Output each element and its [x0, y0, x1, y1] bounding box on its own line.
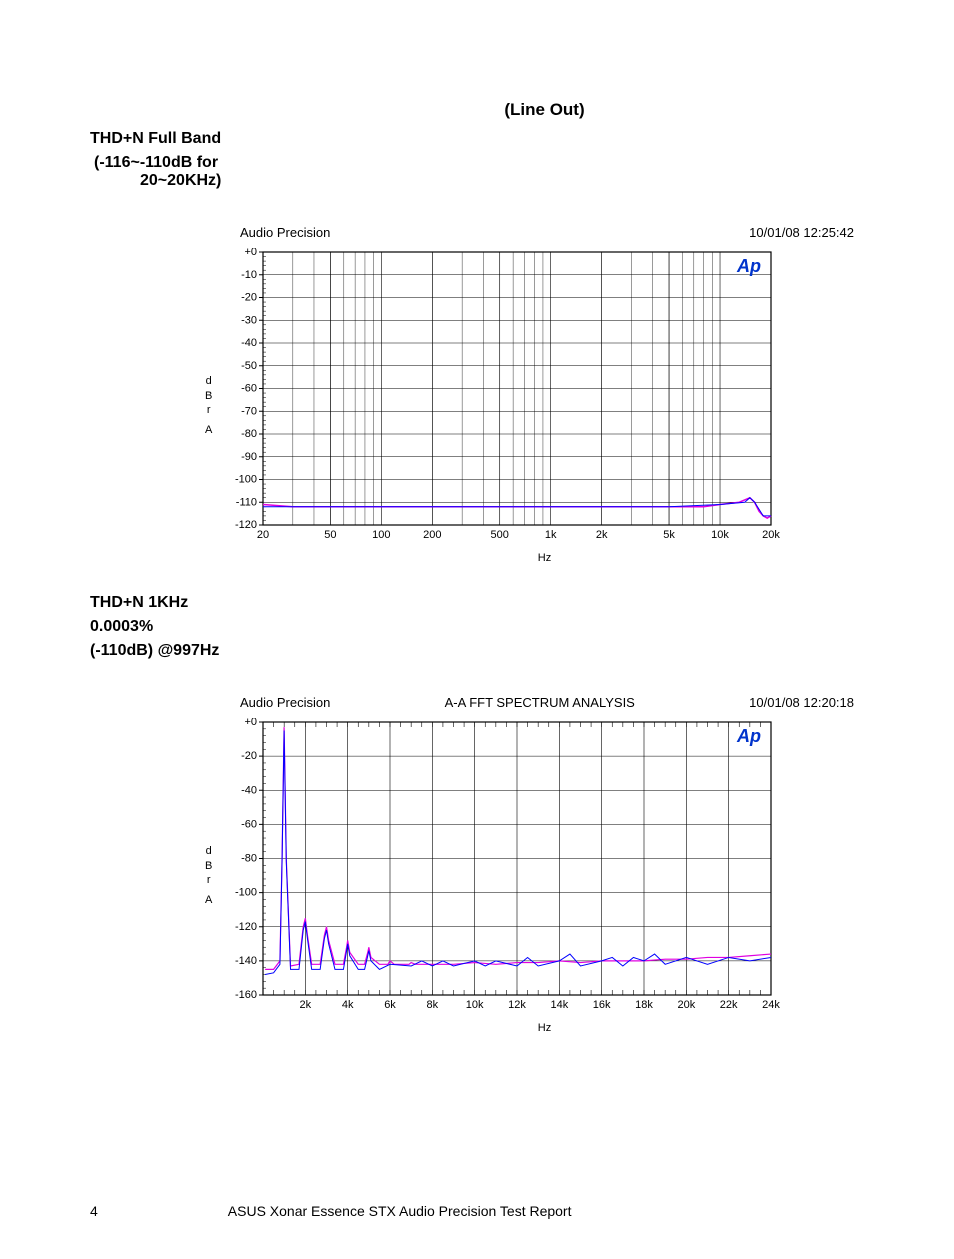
svg-text:20k: 20k [677, 999, 695, 1011]
svg-text:4k: 4k [342, 999, 354, 1011]
svg-text:20: 20 [257, 529, 269, 541]
page-footer: 4 ASUS Xonar Essence STX Audio Precision… [90, 1203, 864, 1219]
svg-text:16k: 16k [593, 999, 611, 1011]
svg-text:+0: +0 [244, 248, 257, 258]
svg-text:20k: 20k [762, 529, 780, 541]
svg-text:22k: 22k [720, 999, 738, 1011]
svg-text:24k: 24k [762, 999, 780, 1011]
svg-text:-10: -10 [241, 269, 257, 281]
svg-text:500: 500 [491, 529, 509, 541]
svg-text:-30: -30 [241, 314, 257, 326]
svg-text:2k: 2k [300, 999, 312, 1011]
svg-text:-80: -80 [241, 428, 257, 440]
svg-text:-60: -60 [241, 818, 257, 830]
chart2-svg: +0 -20 -40 -60 -80 -100 -120 -140 -160 2k 4k 6k 8k 10… [225, 718, 813, 1013]
svg-text:-100: -100 [235, 887, 257, 899]
section2-heading: THD+N 1KHz 0.0003% (-110dB) @997Hz [90, 594, 864, 660]
svg-text:-20: -20 [241, 292, 257, 304]
chart2-xlabel: Hz [225, 1022, 864, 1034]
svg-text:+0: +0 [244, 718, 257, 728]
chart2-wrap: dBrA +0-20-40-60-80-100-120-140-1602k4k6… [225, 718, 864, 1034]
chart1-hdr-left: Audio Precision [240, 225, 330, 240]
svg-text:100: 100 [372, 529, 390, 541]
svg-text:-40: -40 [241, 784, 257, 796]
sec2-sub2: (-110dB) @997Hz [90, 642, 864, 660]
chart1-wrap: dBrA +0-10-20-30-40-50-60-70-80-90-100-1… [225, 248, 864, 564]
sec2-title: THD+N 1KHz [90, 594, 864, 612]
svg-text:-40: -40 [241, 337, 257, 349]
svg-text:-20: -20 [241, 750, 257, 762]
svg-text:Ap: Ap [736, 726, 761, 746]
chart2-hdr-left: Audio Precision [240, 695, 330, 710]
svg-text:5k: 5k [663, 529, 675, 541]
chart1-hdr-center [330, 225, 749, 240]
chart2-header: Audio Precision A-A FFT SPECTRUM ANALYSI… [90, 695, 864, 718]
svg-text:-80: -80 [241, 853, 257, 865]
chart1-svg: +0 -10 -20 -30 -40 -50 -60 -70 -80 -90 -100 -110 -12… [225, 248, 813, 543]
svg-text:-60: -60 [241, 383, 257, 395]
chart2-hdr-right: 10/01/08 12:20:18 [749, 695, 854, 710]
chart1-ylabel: dBrA [205, 374, 212, 437]
section1-heading: THD+N Full Band (-116~-110dB for 20~20KH… [90, 130, 864, 190]
svg-text:10k: 10k [466, 999, 484, 1011]
svg-text:-110: -110 [236, 496, 257, 508]
sec1-title: THD+N Full Band [90, 130, 864, 148]
footer-text: ASUS Xonar Essence STX Audio Precision T… [228, 1203, 572, 1219]
chart1-header: Audio Precision 10/01/08 12:25:42 [90, 225, 864, 248]
svg-text:10k: 10k [711, 529, 729, 541]
svg-text:-70: -70 [241, 405, 257, 417]
svg-text:-90: -90 [241, 451, 257, 463]
svg-text:-140: -140 [235, 955, 257, 967]
svg-text:18k: 18k [635, 999, 653, 1011]
chart1-xlabel: Hz [225, 552, 864, 564]
sec1-sub2: 20~20KHz) [140, 172, 864, 190]
svg-text:50: 50 [324, 529, 336, 541]
svg-text:8k: 8k [427, 999, 439, 1011]
sec2-sub1: 0.0003% [90, 618, 864, 636]
chart2-ylabel: dBrA [205, 844, 212, 907]
chart1-hdr-right: 10/01/08 12:25:42 [749, 225, 854, 240]
svg-text:-120: -120 [235, 519, 257, 531]
svg-text:6k: 6k [384, 999, 396, 1011]
sec1-sub1: (-116~-110dB for [94, 154, 864, 172]
svg-text:-120: -120 [235, 921, 257, 933]
svg-text:1k: 1k [545, 529, 557, 541]
svg-text:-100: -100 [235, 474, 257, 486]
page-title: (Line Out) [225, 100, 864, 120]
svg-text:Ap: Ap [736, 256, 761, 276]
chart2-hdr-center: A-A FFT SPECTRUM ANALYSIS [330, 695, 749, 710]
svg-text:-50: -50 [241, 360, 257, 372]
svg-text:200: 200 [423, 529, 441, 541]
svg-text:14k: 14k [550, 999, 568, 1011]
page-number: 4 [90, 1203, 98, 1219]
svg-text:2k: 2k [596, 529, 608, 541]
svg-text:-160: -160 [235, 989, 257, 1001]
svg-text:12k: 12k [508, 999, 526, 1011]
